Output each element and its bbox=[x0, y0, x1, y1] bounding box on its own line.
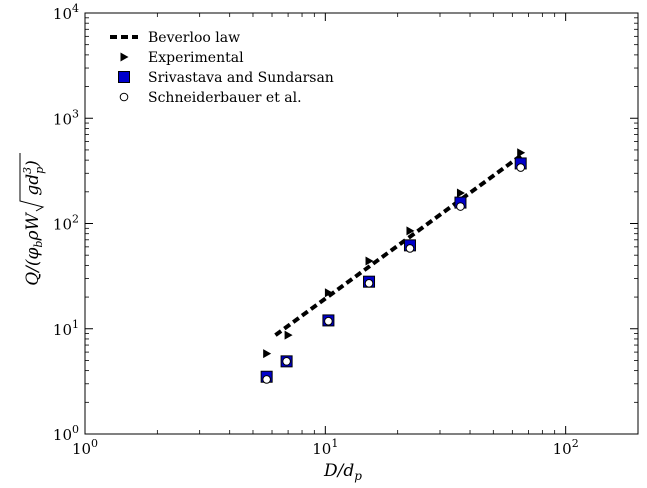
data-point bbox=[365, 256, 374, 266]
data-point bbox=[263, 349, 272, 359]
data-point bbox=[405, 244, 415, 253]
sqrt-symbol bbox=[19, 153, 45, 212]
y-tick-label: 102 bbox=[53, 213, 79, 234]
tick-labels: 100 101 102 100 101 102 103 104 bbox=[53, 2, 579, 458]
beverloo-law-line bbox=[274, 154, 522, 337]
data-point bbox=[456, 188, 465, 198]
y-tick-label: 104 bbox=[53, 2, 79, 23]
y-tick-label: 101 bbox=[53, 318, 79, 339]
legend-label: Schneiderbauer et al. bbox=[148, 90, 302, 106]
y-axis-title: Q/(φbρW gd3p) bbox=[19, 153, 46, 286]
legend-swatch bbox=[119, 92, 129, 102]
legend-swatch bbox=[120, 52, 129, 62]
data-point bbox=[262, 375, 271, 384]
x-tick-label: 100 bbox=[72, 437, 98, 458]
data-point bbox=[324, 316, 333, 326]
data-point bbox=[406, 226, 415, 236]
data-point bbox=[282, 357, 291, 366]
x-axis-title: D/dp bbox=[323, 461, 362, 483]
x-tick-label: 101 bbox=[312, 437, 338, 458]
data-point bbox=[324, 288, 333, 298]
x-tick-label: 102 bbox=[553, 437, 579, 458]
data-point bbox=[456, 202, 465, 211]
legend-label: Srivastava and Sundarsan bbox=[148, 70, 334, 86]
y-tick-label: 103 bbox=[53, 107, 79, 128]
major-ticks bbox=[84, 12, 638, 435]
data-point bbox=[516, 163, 525, 172]
data-point bbox=[284, 330, 293, 340]
data-point bbox=[517, 148, 526, 158]
data-marks bbox=[260, 148, 527, 384]
data-point bbox=[364, 279, 374, 288]
minor-ticks bbox=[85, 13, 639, 434]
svg-text:Q/(φbρW gd3p): Q/(φbρW gd3p) bbox=[21, 160, 46, 286]
legend-label: Beverloo law bbox=[148, 30, 240, 46]
legend: Beverloo law Experimental Srivastava and S… bbox=[110, 30, 334, 106]
y-tick-label: 100 bbox=[53, 423, 79, 444]
legend-swatch bbox=[118, 71, 130, 83]
legend-label: Experimental bbox=[148, 50, 244, 66]
